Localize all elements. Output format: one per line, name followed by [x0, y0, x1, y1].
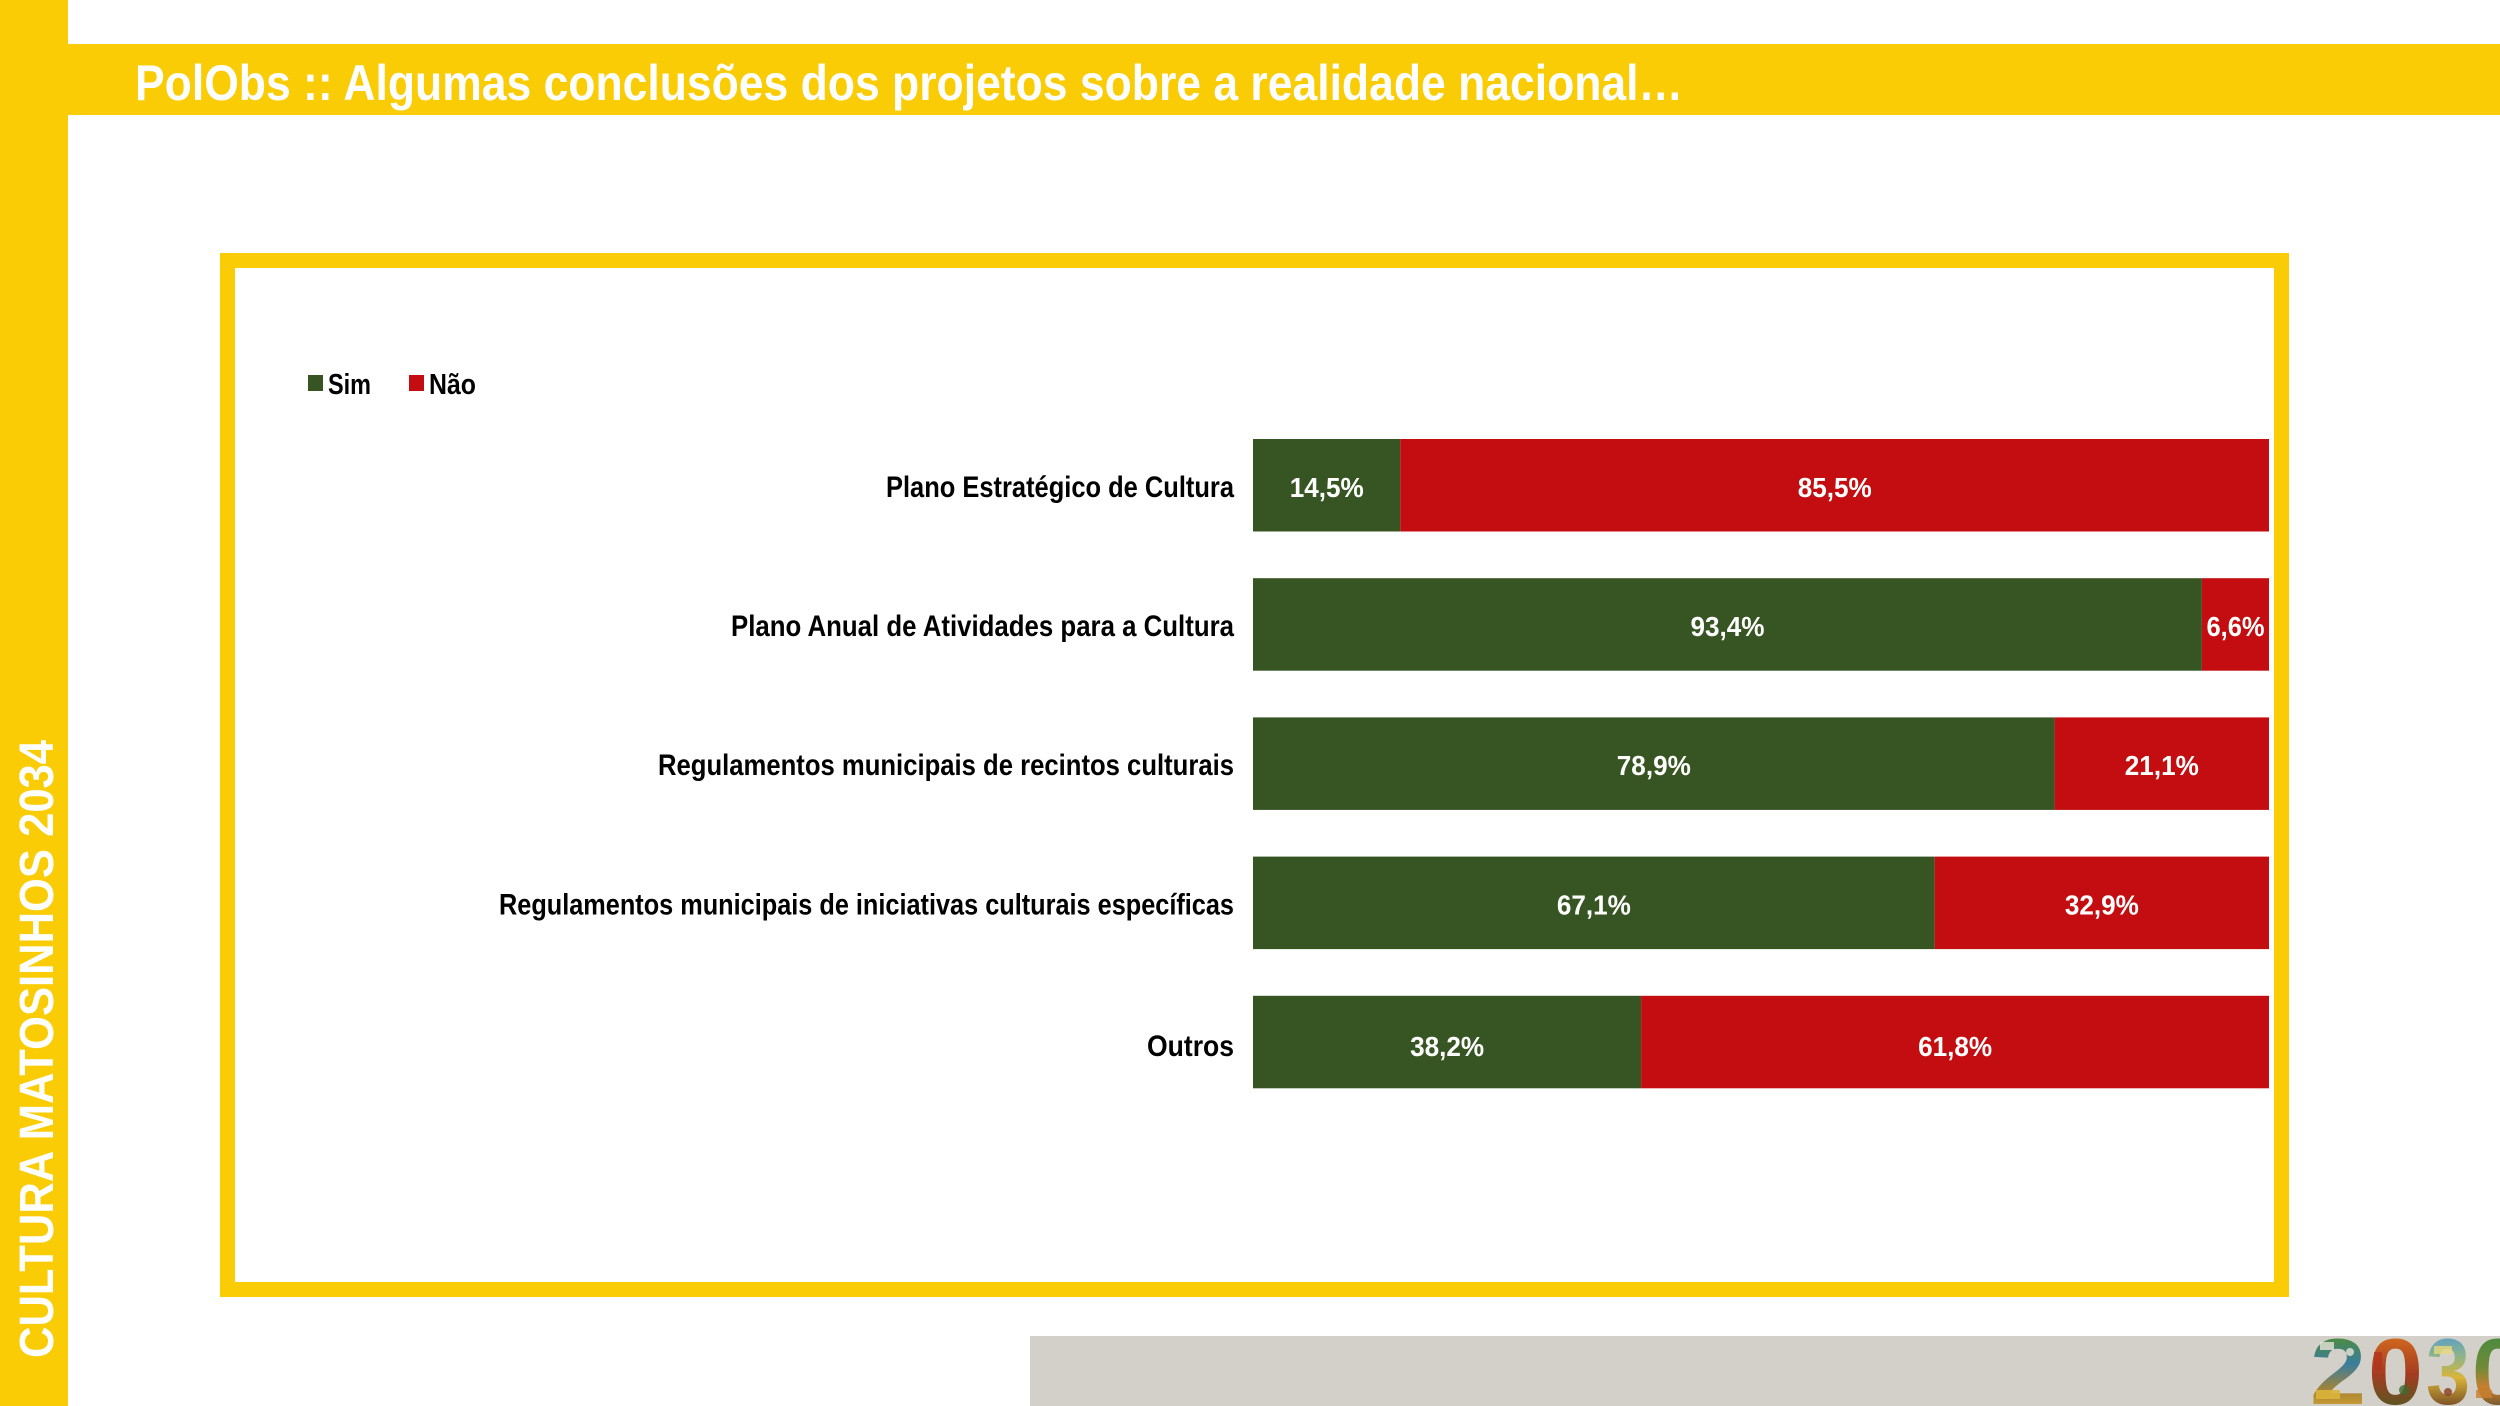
svg-text:Regulamentos municipais de rec: Regulamentos municipais de recintos cult… [658, 749, 1234, 782]
svg-text:61,8%: 61,8% [1918, 1031, 1992, 1062]
svg-text:Plano Estratégico de Cultura: Plano Estratégico de Cultura [886, 471, 1234, 504]
svg-text:85,5%: 85,5% [1798, 472, 1872, 503]
svg-text:Plano Anual de Atividades para: Plano Anual de Atividades para a Cultura [731, 610, 1234, 643]
svg-text:CULTURA MATOSINHOS 2034: CULTURA MATOSINHOS 2034 [11, 740, 64, 1358]
svg-text:67,1%: 67,1% [1557, 889, 1631, 920]
svg-text:Outros: Outros [1147, 1030, 1234, 1063]
svg-text:6,6%: 6,6% [2207, 611, 2265, 642]
svg-text:PolObs :: Algumas conclusões d: PolObs :: Algumas conclusões dos projeto… [135, 55, 1683, 111]
svg-text:Regulamentos municipais de ini: Regulamentos municipais de iniciativas c… [499, 888, 1234, 921]
svg-text:38,2%: 38,2% [1410, 1031, 1484, 1062]
svg-text:14,5%: 14,5% [1290, 472, 1364, 503]
svg-text:Não: Não [429, 369, 476, 401]
svg-text:93,4%: 93,4% [1691, 611, 1765, 642]
svg-text:32,9%: 32,9% [2065, 889, 2139, 920]
svg-text:21,1%: 21,1% [2125, 750, 2199, 781]
svg-text:Sim: Sim [328, 369, 371, 401]
svg-text:78,9%: 78,9% [1617, 750, 1691, 781]
